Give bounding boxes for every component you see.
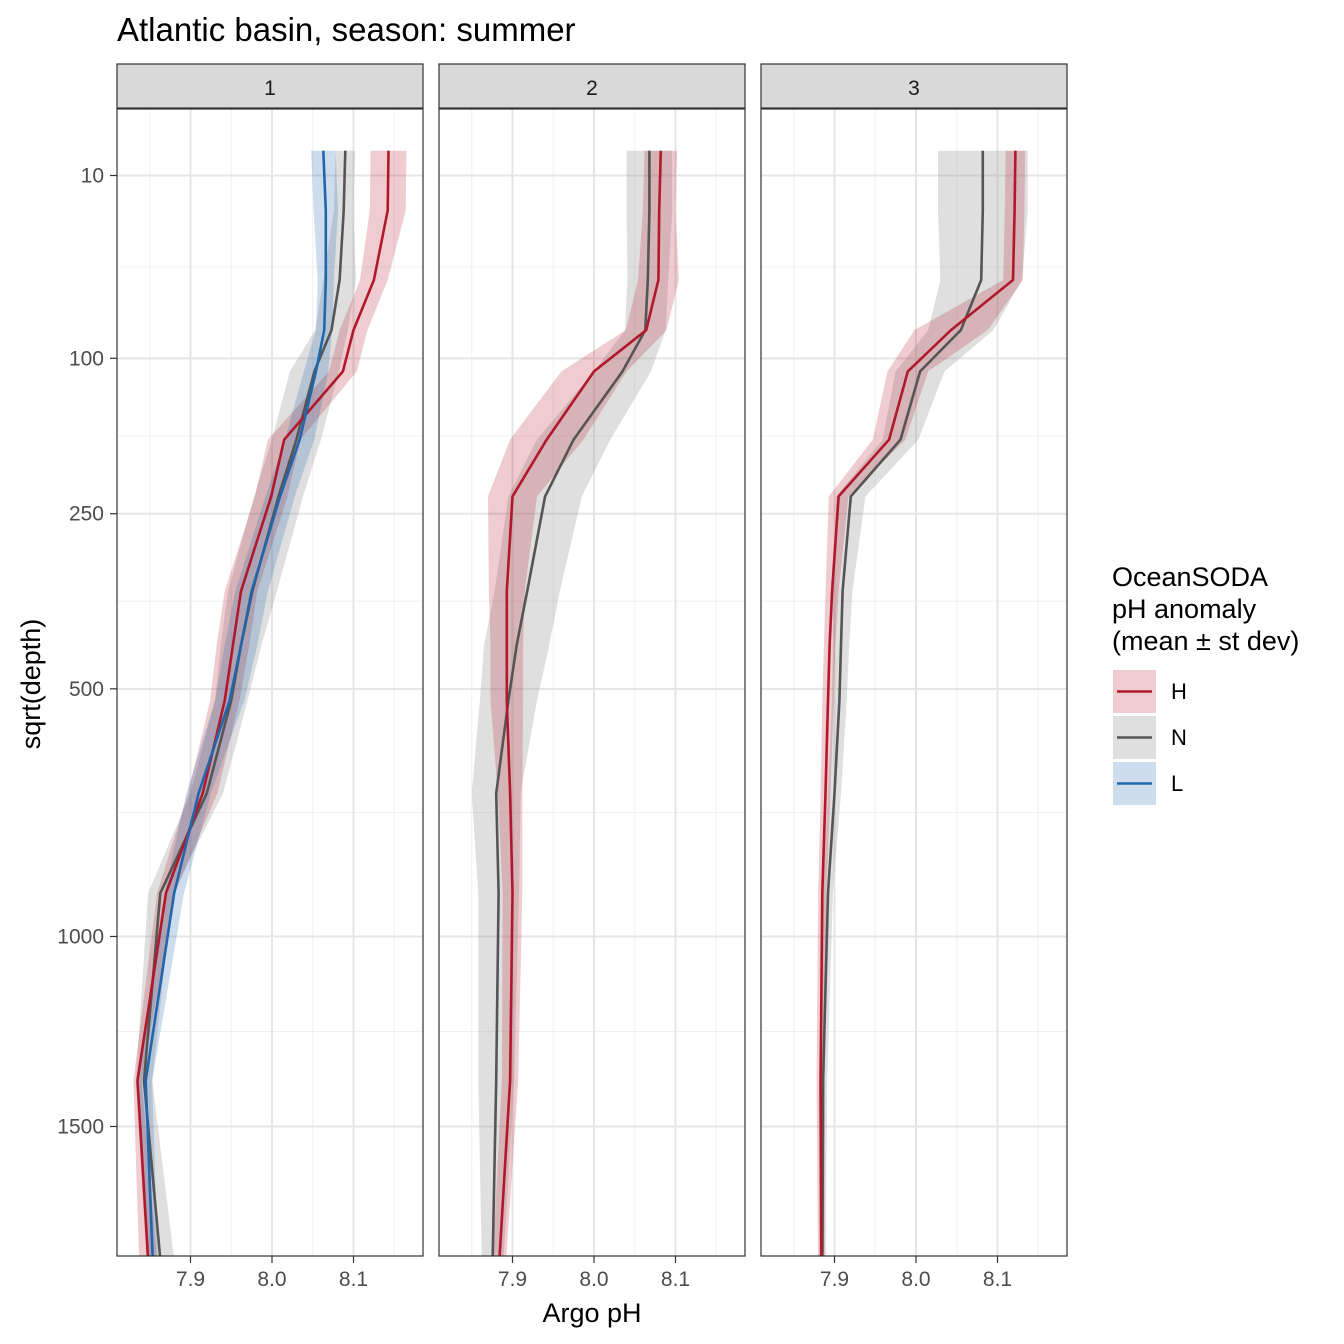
y-tick-label: 250	[69, 503, 104, 526]
panel-border	[438, 108, 746, 1257]
panel-border	[760, 108, 1068, 1257]
x-tick-label: 8.0	[257, 1268, 286, 1291]
x-tick-label: 8.1	[983, 1268, 1012, 1291]
x-tick-label: 7.9	[176, 1268, 205, 1291]
panel-content	[117, 109, 423, 1256]
panel-background	[117, 109, 423, 1256]
facet-strip-label: 2	[586, 77, 598, 100]
y-tick-label: 500	[69, 678, 104, 701]
series-line-H	[819, 150, 1017, 1256]
x-tick-label: 8.0	[579, 1268, 608, 1291]
x-tick-label: 7.9	[498, 1268, 527, 1291]
legend-title-line-1: OceanSODA	[1112, 562, 1268, 592]
panel-background	[761, 109, 1067, 1256]
legend-title-line-2: pH anomaly	[1112, 594, 1257, 624]
panel-background	[439, 109, 745, 1256]
panel-content	[439, 109, 745, 1256]
facet-strip-label: 1	[264, 77, 276, 100]
facet-strip	[760, 63, 1068, 109]
chart-title: Atlantic basin, season: summer	[117, 11, 576, 48]
y-tick-label: 1500	[57, 1116, 104, 1139]
y-tick-label: 100	[69, 347, 104, 370]
x-tick-label: 8.1	[339, 1268, 368, 1291]
legend-label-L: L	[1171, 771, 1183, 796]
legend-label-H: H	[1171, 679, 1187, 704]
ribbon-N	[471, 150, 673, 1256]
series-line-N	[491, 150, 651, 1256]
series-line-L	[144, 150, 328, 1256]
series-line-H	[498, 150, 663, 1256]
legend-title-line-3: (mean ± st dev)	[1112, 626, 1299, 656]
ribbon-H	[133, 150, 407, 1256]
series-line-N	[821, 150, 985, 1256]
facet-panels: 1 7.9 8.0 8.1 2 7.9 8.0 8.1 3 7.9 8.0 8.1	[116, 63, 1068, 1291]
facet-panel-3: 3 7.9 8.0 8.1	[760, 63, 1068, 1291]
y-axis: 10 100 250 500 1000 1500	[57, 165, 117, 1139]
ribbon-L	[139, 150, 338, 1256]
x-tick-label: 8.1	[661, 1268, 690, 1291]
x-tick-label: 7.9	[820, 1268, 849, 1291]
facet-strip	[438, 63, 746, 109]
x-tick-label: 8.0	[901, 1268, 930, 1291]
y-tick-label: 1000	[57, 925, 104, 948]
facet-strip	[116, 63, 424, 109]
panel-border	[116, 108, 424, 1257]
y-axis-label: sqrt(depth)	[16, 619, 46, 750]
x-axis-label: Argo pH	[542, 1298, 641, 1328]
legend-label-N: N	[1171, 725, 1187, 750]
legend: OceanSODA pH anomaly (mean ± st dev) HNL	[1112, 562, 1299, 805]
ribbon-N	[819, 150, 1028, 1256]
ribbon-H	[488, 150, 679, 1256]
y-tick-label: 10	[81, 165, 104, 188]
legend-keys: HNL	[1113, 670, 1187, 805]
facet-panel-2: 2 7.9 8.0 8.1	[438, 63, 746, 1291]
series-line-H	[136, 150, 390, 1256]
facet-panel-1: 1 7.9 8.0 8.1	[116, 63, 424, 1291]
facet-strip-label: 3	[908, 77, 920, 100]
panel-content	[761, 109, 1067, 1256]
